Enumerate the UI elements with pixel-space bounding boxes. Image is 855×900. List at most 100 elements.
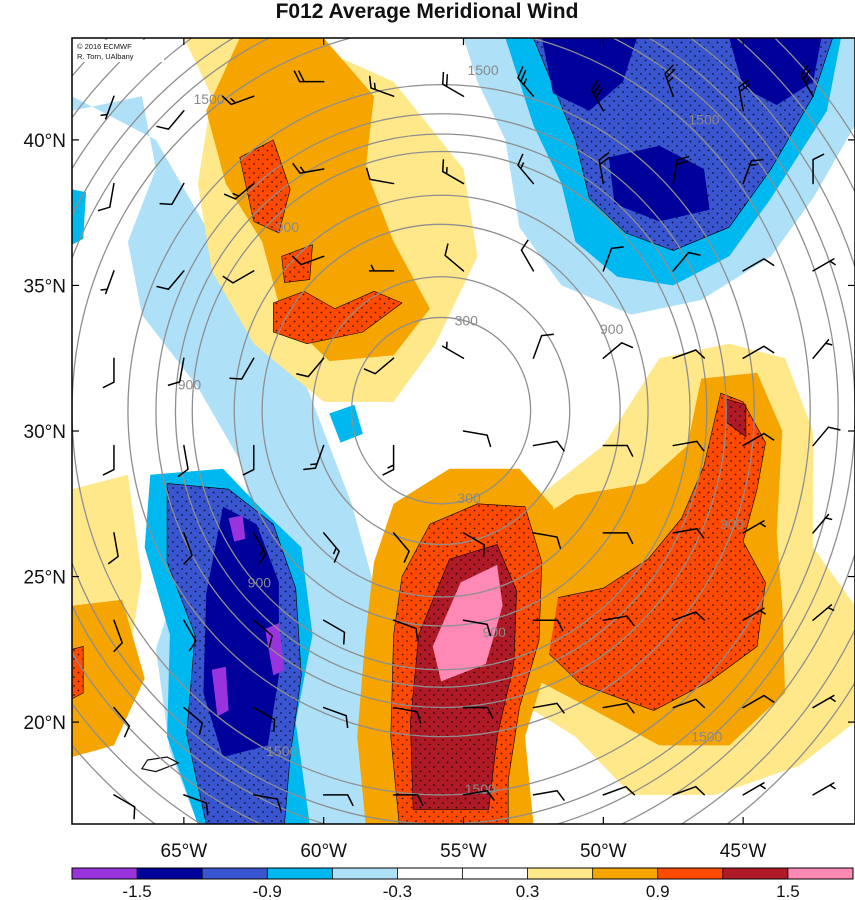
wind-barb-feather — [258, 553, 267, 565]
region-navy-northeast-a — [541, 38, 637, 111]
wind-barb — [222, 270, 255, 284]
wind-barb-feather — [738, 79, 750, 88]
colorbar-label: 0.3 — [516, 882, 540, 900]
wind-barb-half-feather — [232, 192, 240, 197]
wind-barb — [664, 64, 676, 97]
region-cyan-far-west — [72, 189, 86, 245]
wind-barb-staff — [183, 706, 203, 724]
wind-barb-feather — [303, 467, 316, 471]
wind-barb — [253, 532, 267, 565]
wind-barb-feather — [445, 74, 449, 87]
range-ring-label: 1500 — [688, 112, 719, 128]
figure-title: F012 Average Meridional Wind — [276, 0, 579, 23]
wind-barb-half-feather — [749, 163, 757, 166]
wind-barb — [156, 270, 185, 291]
wind-barb — [97, 182, 115, 212]
wind-barb — [598, 151, 611, 185]
wind-barb — [602, 246, 624, 272]
shaded-wind-regions — [72, 38, 855, 824]
wind-barb-feather — [482, 544, 486, 558]
wind-barb — [672, 611, 706, 622]
wind-barb-feather — [183, 554, 193, 565]
wind-barb-half-feather — [100, 113, 108, 117]
wind-barb-staff — [742, 258, 765, 272]
wind-barb-feather — [416, 794, 424, 807]
wind-barb — [159, 182, 185, 206]
wind-barb-staff — [602, 342, 623, 359]
wind-barb-feather — [812, 153, 825, 161]
wind-barb — [382, 444, 395, 476]
wind-barb-half-feather — [299, 166, 306, 173]
wind-barb-feather — [520, 239, 529, 251]
wind-barb-staff — [253, 706, 276, 721]
wind-barb — [392, 532, 410, 563]
wind-barb-staff — [462, 532, 486, 546]
wind-barb-feather — [415, 628, 419, 641]
wind-barb — [100, 95, 115, 120]
region-purple-southwest-a — [228, 515, 246, 542]
wind-barb — [113, 619, 123, 653]
wind-barb-half-feather — [100, 288, 108, 291]
wind-barb — [532, 619, 564, 632]
range-ring-label: 1500 — [266, 743, 297, 759]
lat-tick-label: 25°N — [24, 568, 66, 589]
wind-barb — [462, 789, 496, 802]
wind-barb-staff — [462, 789, 488, 796]
colorbar-label: -0.3 — [383, 882, 412, 900]
colorbar: -1.5 -0.9 -0.3 0.3 0.9 1.5 — [71, 867, 854, 900]
lat-tick-label: 20°N — [24, 713, 66, 734]
wind-barb-feather — [188, 640, 197, 652]
wind-barb-half-feather — [230, 97, 236, 104]
wind-barb-feather — [664, 64, 675, 75]
wind-barb — [183, 706, 203, 736]
wind-barb-staff — [672, 611, 697, 621]
range-ring — [311, 276, 571, 546]
wind-barb — [672, 155, 690, 185]
wind-barb-feather — [751, 158, 764, 162]
wind-barb — [800, 64, 814, 97]
wind-barb-staff — [392, 619, 417, 630]
wind-barb — [742, 520, 767, 534]
wind-barb-staff — [300, 255, 325, 266]
region-navy-northeast-b — [729, 38, 822, 105]
wind-barb-feather — [293, 70, 301, 83]
wind-barb — [441, 71, 465, 97]
colorbar-label: 1.5 — [776, 882, 800, 900]
wind-barb — [602, 444, 634, 457]
wind-barb-staff — [520, 249, 535, 272]
lat-tick-label: 40°N — [24, 131, 66, 152]
wind-barb-feather — [598, 151, 610, 161]
wind-barb-feather — [828, 426, 841, 431]
wind-barb-feather — [688, 251, 701, 257]
wind-barb — [365, 167, 395, 185]
wind-barb-half-feather — [259, 549, 265, 556]
wind-barb-feather — [695, 698, 706, 709]
range-ring-label: 900 — [178, 376, 202, 392]
range-ring — [261, 223, 621, 598]
wind-barb-staff — [672, 698, 697, 709]
wind-barb-half-feather — [759, 609, 767, 615]
wind-barb-feather — [676, 160, 689, 166]
region-orange-north — [206, 38, 430, 362]
wind-barb-feather — [159, 202, 172, 206]
range-ring-label: 1500 — [467, 62, 498, 78]
wind-barb — [229, 357, 255, 380]
wind-barb-staff — [672, 527, 698, 534]
wind-barb-feather — [382, 468, 394, 476]
wind-barb-feather — [625, 786, 636, 796]
coastline-island — [140, 756, 180, 773]
wind-barb — [532, 532, 562, 550]
wind-barb — [462, 619, 492, 637]
wind-barb-staff — [183, 444, 189, 470]
wind-barb — [462, 706, 494, 719]
wind-barb — [113, 706, 131, 738]
coastlines — [140, 756, 180, 773]
colorbar-label: -0.9 — [253, 882, 282, 900]
wind-barb — [812, 782, 836, 796]
wind-barb-half-feather — [825, 342, 833, 346]
wind-barb-staff — [322, 706, 347, 717]
wind-barb-staff — [109, 182, 115, 208]
wind-barb-half-feather — [310, 463, 318, 466]
wind-barb — [532, 333, 554, 359]
wind-barb-half-feather — [387, 464, 394, 469]
